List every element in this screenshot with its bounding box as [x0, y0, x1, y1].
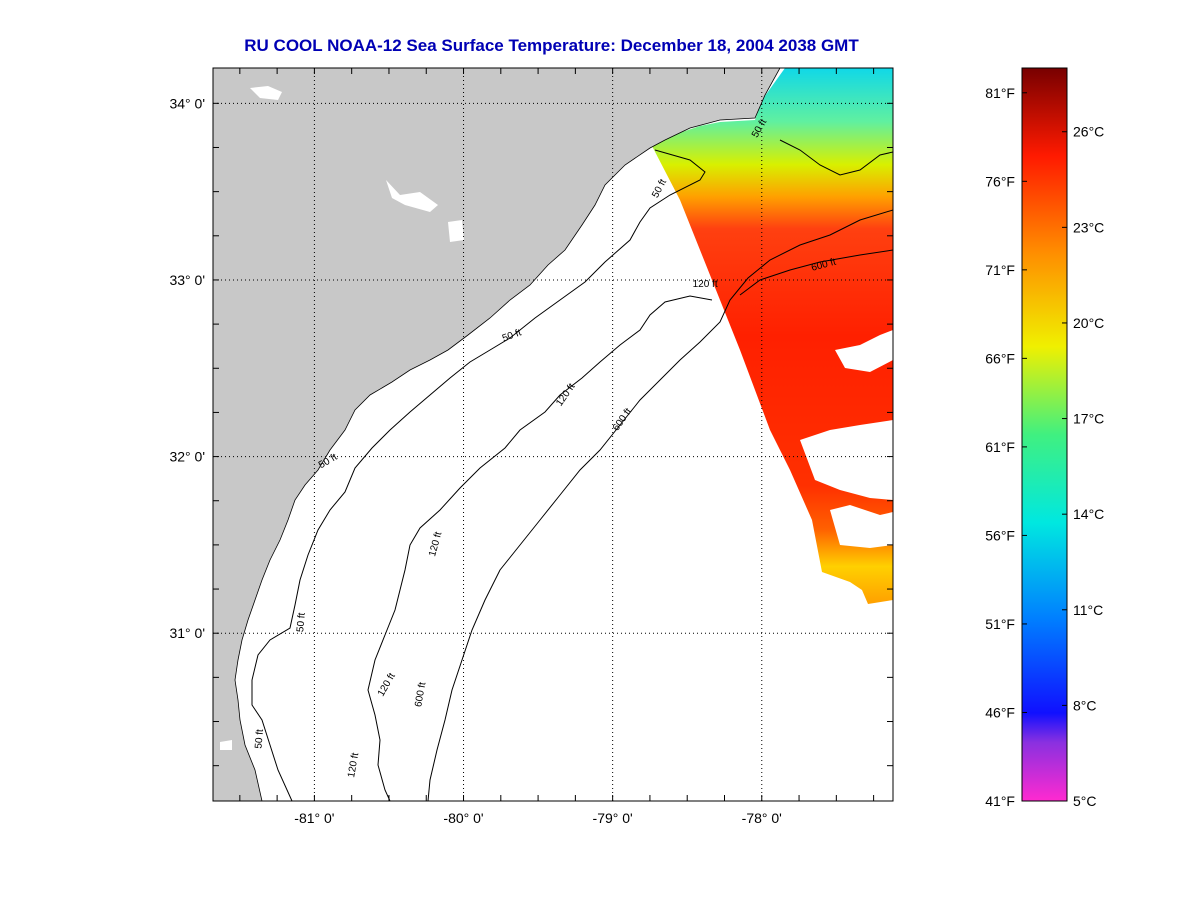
- colorbar-fahrenheit-labels: 81°F 76°F 71°F 66°F 61°F 56°F 51°F 46°F 41°F: [985, 85, 1027, 809]
- contour-label: 50 ft: [253, 729, 266, 750]
- contour-label: 600 ft: [413, 681, 428, 708]
- f-tick-label: 41°F: [985, 793, 1015, 809]
- colorbar-celsius-labels: 26°C 23°C 20°C 17°C 14°C 11°C 8°C 5°C: [1062, 124, 1104, 809]
- lon-tick-label: -79° 0': [593, 810, 633, 826]
- c-tick-label: 5°C: [1073, 793, 1097, 809]
- f-tick-label: 81°F: [985, 85, 1015, 101]
- contour-label: 120 ft: [346, 752, 361, 779]
- c-tick-label: 23°C: [1073, 219, 1104, 235]
- contour-50ft: [251, 149, 706, 801]
- f-tick-label: 76°F: [985, 173, 1015, 189]
- f-tick-label: 71°F: [985, 262, 1015, 278]
- lake: [250, 86, 282, 100]
- gridlines: [213, 68, 893, 801]
- lon-tick-label: -80° 0': [443, 810, 483, 826]
- lat-tick-label: 31° 0': [169, 625, 205, 641]
- c-tick-label: 17°C: [1073, 411, 1104, 427]
- f-tick-label: 51°F: [985, 616, 1015, 632]
- land-mass: [213, 68, 781, 801]
- lake: [448, 220, 464, 242]
- lon-tick-label: -78° 0': [742, 810, 782, 826]
- map-title: RU COOL NOAA-12 Sea Surface Temperature:…: [244, 36, 859, 55]
- c-tick-label: 11°C: [1073, 602, 1103, 618]
- c-tick-label: 26°C: [1073, 124, 1104, 140]
- contour-50ft-north: [779, 139, 893, 176]
- f-tick-label: 56°F: [985, 527, 1015, 543]
- c-tick-label: 8°C: [1073, 697, 1097, 713]
- lon-tick-label: -81° 0': [294, 810, 334, 826]
- lake: [386, 180, 438, 212]
- latitude-labels: 34° 0' 33° 0' 32° 0' 31° 0': [169, 95, 205, 641]
- c-tick-label: 20°C: [1073, 315, 1104, 331]
- lake: [220, 740, 232, 750]
- f-tick-label: 66°F: [985, 350, 1015, 366]
- lat-tick-label: 32° 0': [169, 449, 205, 465]
- contour-label: 50 ft: [295, 612, 308, 633]
- map-ticks: [213, 68, 893, 801]
- cloud-gap: [835, 330, 893, 372]
- lat-tick-label: 33° 0': [169, 272, 205, 288]
- c-tick-label: 14°C: [1073, 506, 1104, 522]
- map-frame: [212, 67, 894, 802]
- cloud-gap: [800, 420, 893, 500]
- contour-120ft: [367, 295, 713, 801]
- contour-600ft-north: [739, 249, 893, 296]
- colorbar-scale: [1021, 67, 1068, 802]
- contour-label: 120 ft: [693, 279, 718, 290]
- f-tick-label: 46°F: [985, 704, 1015, 720]
- lat-tick-label: 34° 0': [169, 95, 205, 111]
- cloud-gap: [830, 505, 893, 548]
- colorbar: 81°F 76°F 71°F 66°F 61°F 56°F 51°F 46°F 41°F 26°…: [985, 67, 1104, 809]
- longitude-labels: -81° 0' -80° 0' -79° 0' -78° 0': [294, 810, 782, 826]
- bathymetry-contours: [251, 139, 893, 801]
- contour-600ft: [427, 209, 893, 801]
- f-tick-label: 61°F: [985, 439, 1015, 455]
